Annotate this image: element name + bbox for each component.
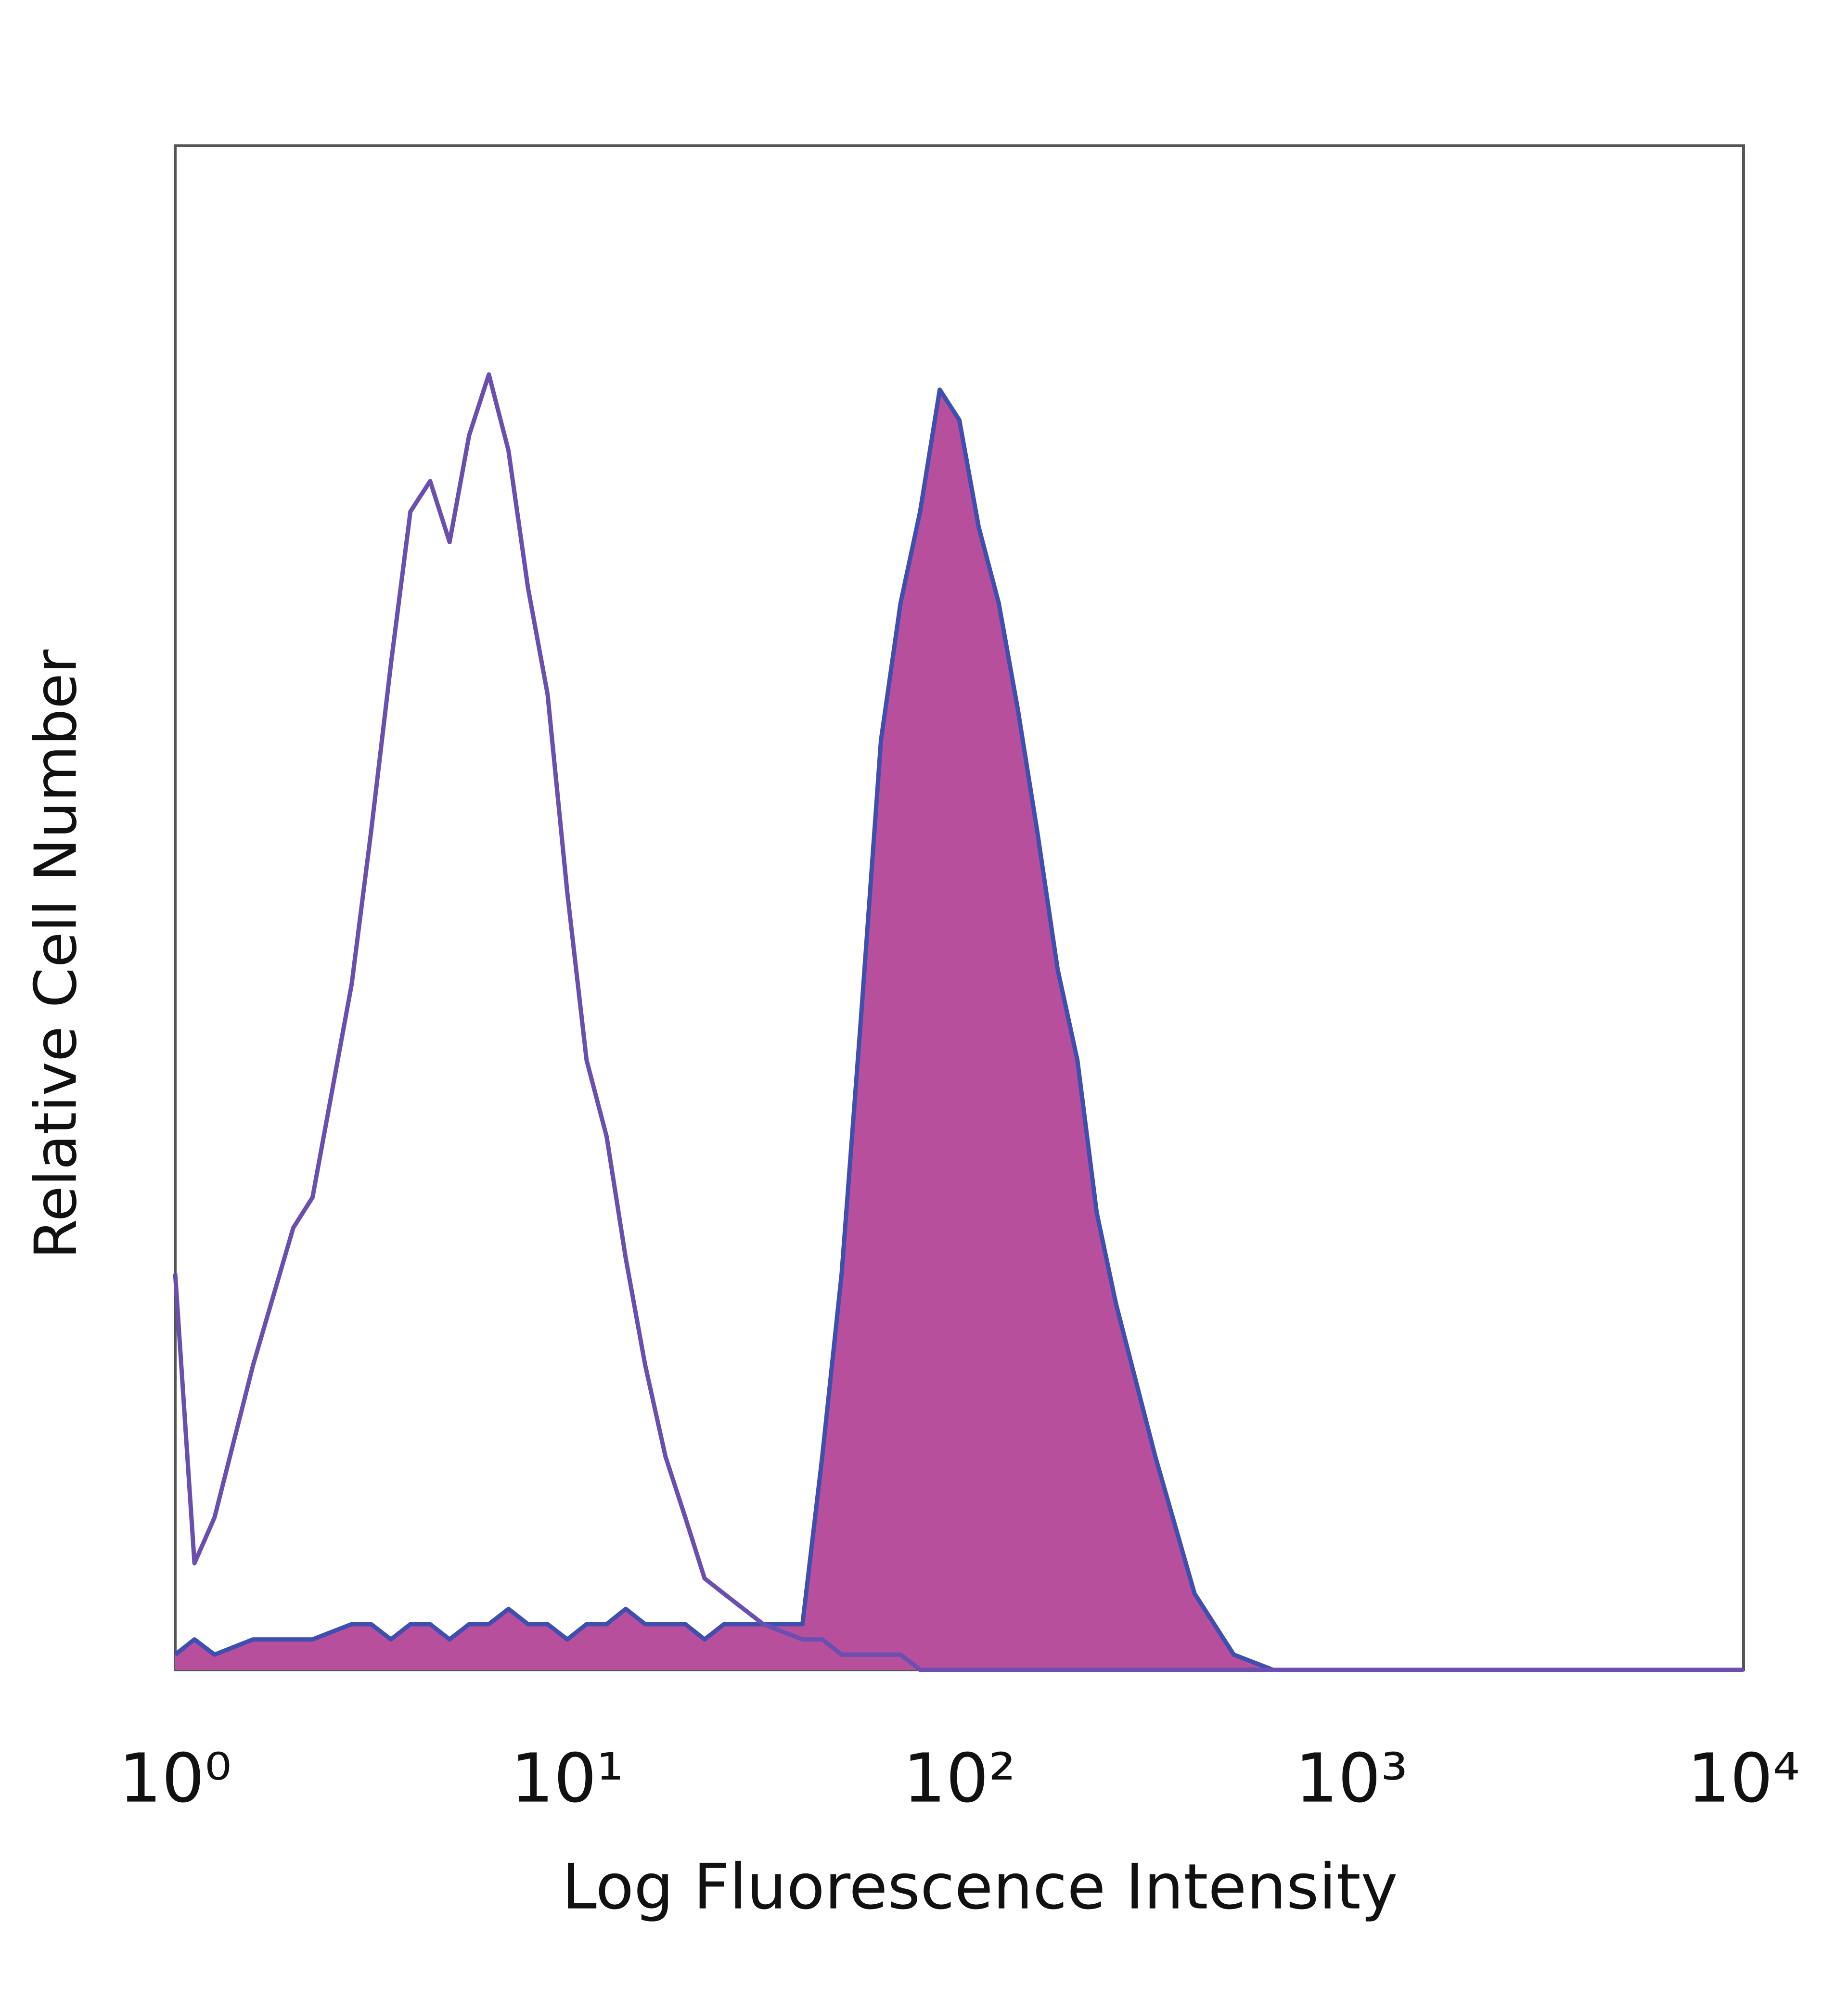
x-tick-label: 10⁴: [1687, 1740, 1800, 1818]
filled-histogram-outline: [174, 387, 1744, 1672]
x-axis-label: Log Fluorescence Intensity: [562, 1850, 1398, 1923]
filled-histogram: [175, 389, 1744, 1670]
x-tick-label: 10¹: [511, 1740, 624, 1818]
y-axis-label: Relative Cell Number: [23, 649, 90, 1259]
x-tick-label: 10²: [903, 1740, 1015, 1818]
x-tick-label: 10⁰: [119, 1740, 231, 1818]
open-histogram-line: [173, 372, 1744, 1672]
x-tick-label: 10³: [1295, 1740, 1408, 1818]
